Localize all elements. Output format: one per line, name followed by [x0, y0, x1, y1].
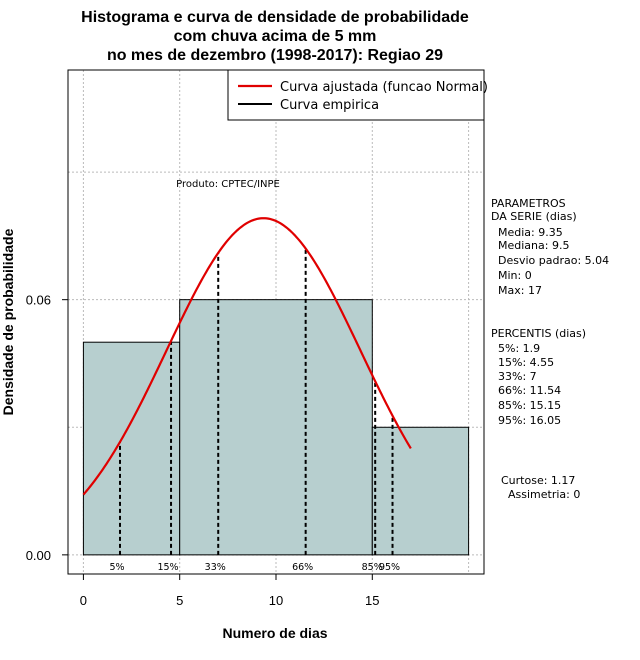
y-tick-label: 0.06 [26, 293, 51, 308]
histogram-bar [179, 299, 373, 556]
parameters-heading-1: PARAMETROS [491, 197, 566, 210]
chart-title-line-1: Histograma e curva de densidade de proba… [81, 9, 469, 26]
parameter-max: Max: 17 [498, 284, 542, 297]
parameters-panel: PARAMETROS DA SERIE (dias) Media: 9.35 M… [491, 197, 609, 297]
parameter-media: Media: 9.35 [498, 226, 563, 239]
product-label: Produto: CPTEC/INPE [176, 179, 280, 190]
parameter-mediana: Mediana: 9.5 [498, 239, 569, 252]
curtose-label: Curtose: 1.17 [501, 474, 575, 487]
percentil-item: 66%: 11.54 [498, 384, 561, 397]
legend: Curva ajustada (funcao Normal) Curva emp… [227, 69, 488, 121]
x-tick-label: 5 [176, 593, 183, 608]
percentile-lines [119, 248, 394, 555]
percentil-item: 95%: 16.05 [498, 414, 561, 427]
histogram-bar [82, 341, 181, 556]
percentile-labels: 5% 15% 33% 66% 85%95% [109, 562, 400, 573]
percentil-item: 85%: 15.15 [498, 399, 561, 412]
axes: 0 5 10 15 0.00 0.06 [26, 293, 380, 608]
percentil-item: 33%: 7 [498, 370, 537, 383]
percentile-label: 95% [379, 562, 400, 573]
x-axis-label: Numero de dias [222, 625, 327, 641]
x-tick-label: 10 [269, 593, 283, 608]
fitted-normal-curve [82, 217, 412, 496]
y-axis-label: Densidade de probabilidade [0, 228, 16, 415]
legend-empirical-label: Curva empirica [280, 98, 379, 113]
chart-title-line-3: no mes de dezembro (1998-2017): Regiao 2… [107, 47, 443, 64]
percentile-label: 33% [205, 562, 226, 573]
x-tick-label: 15 [365, 593, 379, 608]
histogram-bar [371, 426, 470, 556]
y-tick-label: 0.00 [26, 548, 51, 563]
x-tick-label: 0 [80, 593, 87, 608]
percentile-label: 85% [362, 562, 383, 573]
parameter-min: Min: 0 [498, 269, 532, 282]
percentile-label: 66% [292, 562, 313, 573]
legend-fitted-label: Curva ajustada (funcao Normal) [280, 80, 488, 95]
percentil-item: 15%: 4.55 [498, 356, 554, 369]
assimetria-label: Assimetria: 0 [508, 488, 580, 501]
percentile-label: 5% [109, 562, 124, 573]
percentis-heading: PERCENTIS (dias) [491, 327, 586, 340]
percentis-panel: PERCENTIS (dias) 5%: 1.9 15%: 4.55 33%: … [491, 327, 586, 427]
parameter-desvio: Desvio padrao: 5.04 [498, 254, 609, 267]
percentile-label: 15% [157, 562, 178, 573]
histogram-bars [82, 299, 470, 556]
parameters-heading-2: DA SERIE (dias) [491, 210, 577, 223]
chart-title-line-2: com chuva acima de 5 mm [174, 28, 377, 45]
legend-box [227, 69, 485, 121]
percentil-item: 5%: 1.9 [498, 342, 540, 355]
